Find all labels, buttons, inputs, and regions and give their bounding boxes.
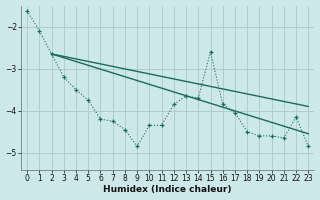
X-axis label: Humidex (Indice chaleur): Humidex (Indice chaleur) <box>103 185 232 194</box>
